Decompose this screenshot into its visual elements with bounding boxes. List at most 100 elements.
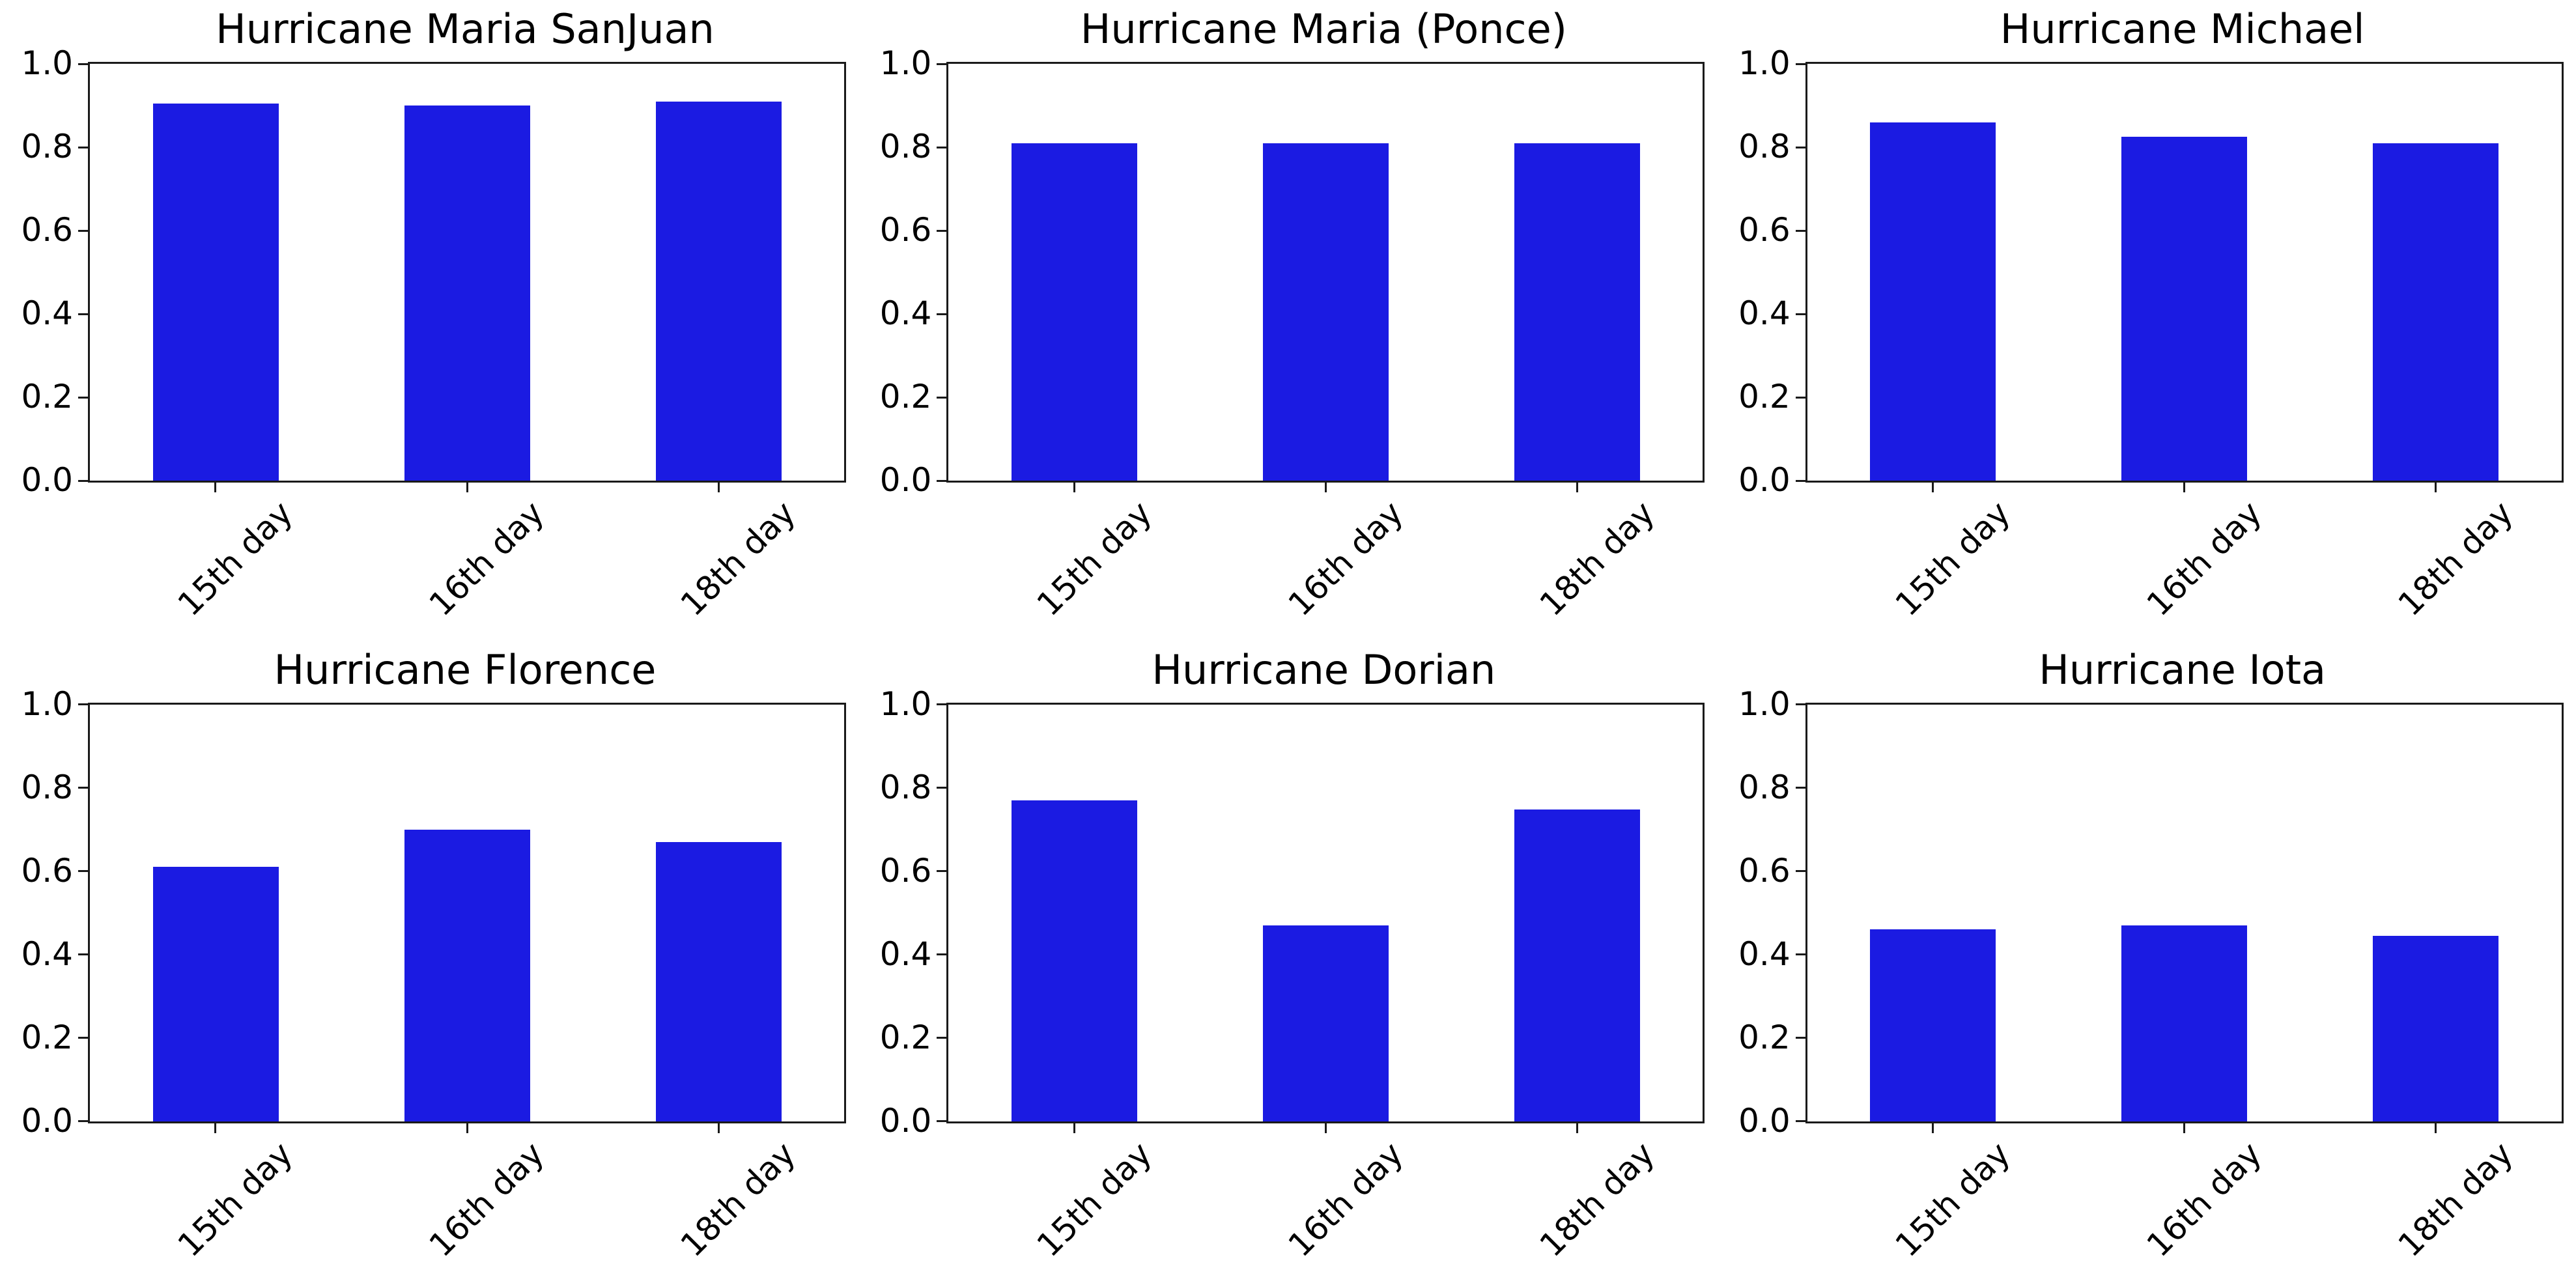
- y-tick-label: 0.4: [21, 294, 73, 332]
- y-tick-label: 0.2: [879, 1018, 932, 1056]
- y-tick-mark: [1795, 1120, 1805, 1122]
- y-tick-label: 0.2: [879, 378, 932, 415]
- y-tick-mark: [937, 953, 947, 955]
- x-tick-mark: [1932, 1123, 1934, 1133]
- x-tick-mark: [2183, 483, 2186, 492]
- x-tick-mark: [1324, 1123, 1327, 1133]
- y-tick-label: 0.0: [1738, 1101, 1790, 1140]
- y-tick-mark: [1795, 953, 1805, 955]
- axes-plot-area: 0.0 0.2 0.4 0.6 0.8 1.0 15th day 16th day 18th d…: [880, 47, 1705, 623]
- bar-15th-day: [152, 103, 279, 481]
- x-tick-label: 16th day: [1281, 1134, 1410, 1264]
- y-tick-mark: [1795, 870, 1805, 872]
- y-tick-label: 0.8: [879, 128, 932, 165]
- y-tick-mark: [1795, 1037, 1805, 1039]
- x-tick-label: 18th day: [1532, 494, 1662, 624]
- y-tick-mark: [937, 870, 947, 872]
- bar-15th-day: [1870, 929, 1996, 1121]
- y-tick-mark: [937, 703, 947, 705]
- axes-plot-area: 0.0 0.2 0.4 0.6 0.8 1.0 15th day 16th day 18th d…: [880, 688, 1705, 1264]
- x-tick-label: 15th day: [1888, 494, 2018, 624]
- bar-16th-day: [404, 829, 530, 1121]
- x-tick-label: 16th day: [422, 1134, 552, 1264]
- y-tick-label: 0.6: [879, 851, 932, 890]
- y-tick-label: 0.2: [21, 378, 73, 415]
- chart-title: Hurricane Dorian: [1152, 645, 1496, 694]
- x-tick-label: 16th day: [1281, 494, 1410, 624]
- chart-title: Hurricane Iota: [2039, 645, 2327, 694]
- y-tick-mark: [78, 396, 88, 399]
- bar-16th-day: [2121, 925, 2248, 1121]
- subplot-hurricane-michael: Hurricane Michael 0.0 0.2 0.4 0.6 0.8 1.0 15th…: [1718, 0, 2576, 641]
- y-tick-mark: [1795, 396, 1805, 399]
- bar-18th-day: [655, 841, 782, 1121]
- bar-16th-day: [1262, 143, 1389, 481]
- y-tick-mark: [78, 870, 88, 872]
- axes-plot-area: 0.0 0.2 0.4 0.6 0.8 1.0 15th day 16th day 18th d…: [1738, 47, 2564, 623]
- y-tick-mark: [1795, 703, 1805, 705]
- bar-15th-day: [1870, 122, 1996, 481]
- x-tick-label: 15th day: [1029, 494, 1159, 624]
- y-tick-label: 1.0: [879, 44, 932, 82]
- y-tick-label: 1.0: [1738, 684, 1790, 723]
- axes-plot-area: 0.0 0.2 0.4 0.6 0.8 1.0 15th day 16th day 18th d…: [21, 688, 846, 1264]
- y-tick-label: 0.6: [1738, 211, 1790, 249]
- subplot-hurricane-maria-sanjuan: Hurricane Maria SanJuan 0.0 0.2 0.4 0.6 0.8 1…: [0, 0, 858, 641]
- x-tick-mark: [2435, 1123, 2437, 1133]
- bar-18th-day: [2373, 935, 2499, 1121]
- y-tick-label: 0.6: [21, 211, 73, 249]
- y-tick-label: 0.0: [879, 461, 932, 499]
- chart-title: Hurricane Florence: [274, 645, 657, 694]
- y-tick-mark: [78, 703, 88, 705]
- y-tick-label: 1.0: [879, 684, 932, 723]
- x-tick-label: 16th day: [2139, 1134, 2269, 1264]
- axes-plot-area: 0.0 0.2 0.4 0.6 0.8 1.0 15th day 16th day 18th d…: [21, 47, 846, 623]
- y-tick-mark: [78, 63, 88, 65]
- x-tick-mark: [1576, 483, 1578, 492]
- x-tick-mark: [1932, 483, 1934, 492]
- y-tick-mark: [78, 146, 88, 148]
- y-tick-label: 0.4: [1738, 294, 1790, 332]
- y-tick-label: 0.0: [1738, 461, 1790, 499]
- y-tick-label: 0.0: [21, 1101, 73, 1140]
- y-tick-mark: [1795, 787, 1805, 789]
- y-tick-mark: [78, 953, 88, 955]
- y-tick-label: 0.4: [1738, 935, 1790, 973]
- y-tick-mark: [1795, 479, 1805, 482]
- y-tick-mark: [937, 396, 947, 399]
- y-tick-mark: [937, 1037, 947, 1039]
- bar-15th-day: [152, 867, 279, 1121]
- bar-16th-day: [404, 106, 530, 481]
- x-tick-label: 16th day: [2139, 494, 2269, 624]
- y-tick-label: 0.8: [1738, 128, 1790, 165]
- chart-title: Hurricane Michael: [2000, 5, 2365, 53]
- bar-16th-day: [2121, 137, 2248, 481]
- y-tick-label: 0.8: [1738, 768, 1790, 806]
- y-tick-mark: [937, 313, 947, 315]
- x-tick-mark: [1073, 483, 1075, 492]
- y-tick-mark: [1795, 63, 1805, 65]
- y-tick-label: 0.8: [879, 768, 932, 806]
- x-tick-mark: [2183, 1123, 2186, 1133]
- y-tick-mark: [937, 63, 947, 65]
- axes-plot-area: 0.0 0.2 0.4 0.6 0.8 1.0 15th day 16th day 18th d…: [1738, 688, 2564, 1264]
- x-tick-mark: [466, 1123, 468, 1133]
- x-tick-label: 15th day: [171, 1134, 300, 1264]
- y-tick-mark: [1795, 313, 1805, 315]
- y-tick-label: 0.8: [21, 128, 73, 165]
- bar-15th-day: [1011, 800, 1137, 1121]
- y-tick-label: 0.4: [21, 935, 73, 973]
- x-tick-mark: [214, 1123, 217, 1133]
- bar-18th-day: [2373, 143, 2499, 481]
- y-tick-mark: [937, 229, 947, 232]
- y-tick-label: 0.4: [879, 294, 932, 332]
- y-tick-mark: [937, 146, 947, 148]
- subplot-hurricane-maria-ponce: Hurricane Maria (Ponce) 0.0 0.2 0.4 0.6 0.8 1…: [858, 0, 1717, 641]
- y-tick-label: 0.4: [879, 935, 932, 973]
- y-tick-mark: [937, 1120, 947, 1122]
- y-tick-mark: [78, 1037, 88, 1039]
- y-tick-mark: [78, 787, 88, 789]
- y-tick-label: 0.6: [21, 851, 73, 890]
- x-tick-mark: [466, 483, 468, 492]
